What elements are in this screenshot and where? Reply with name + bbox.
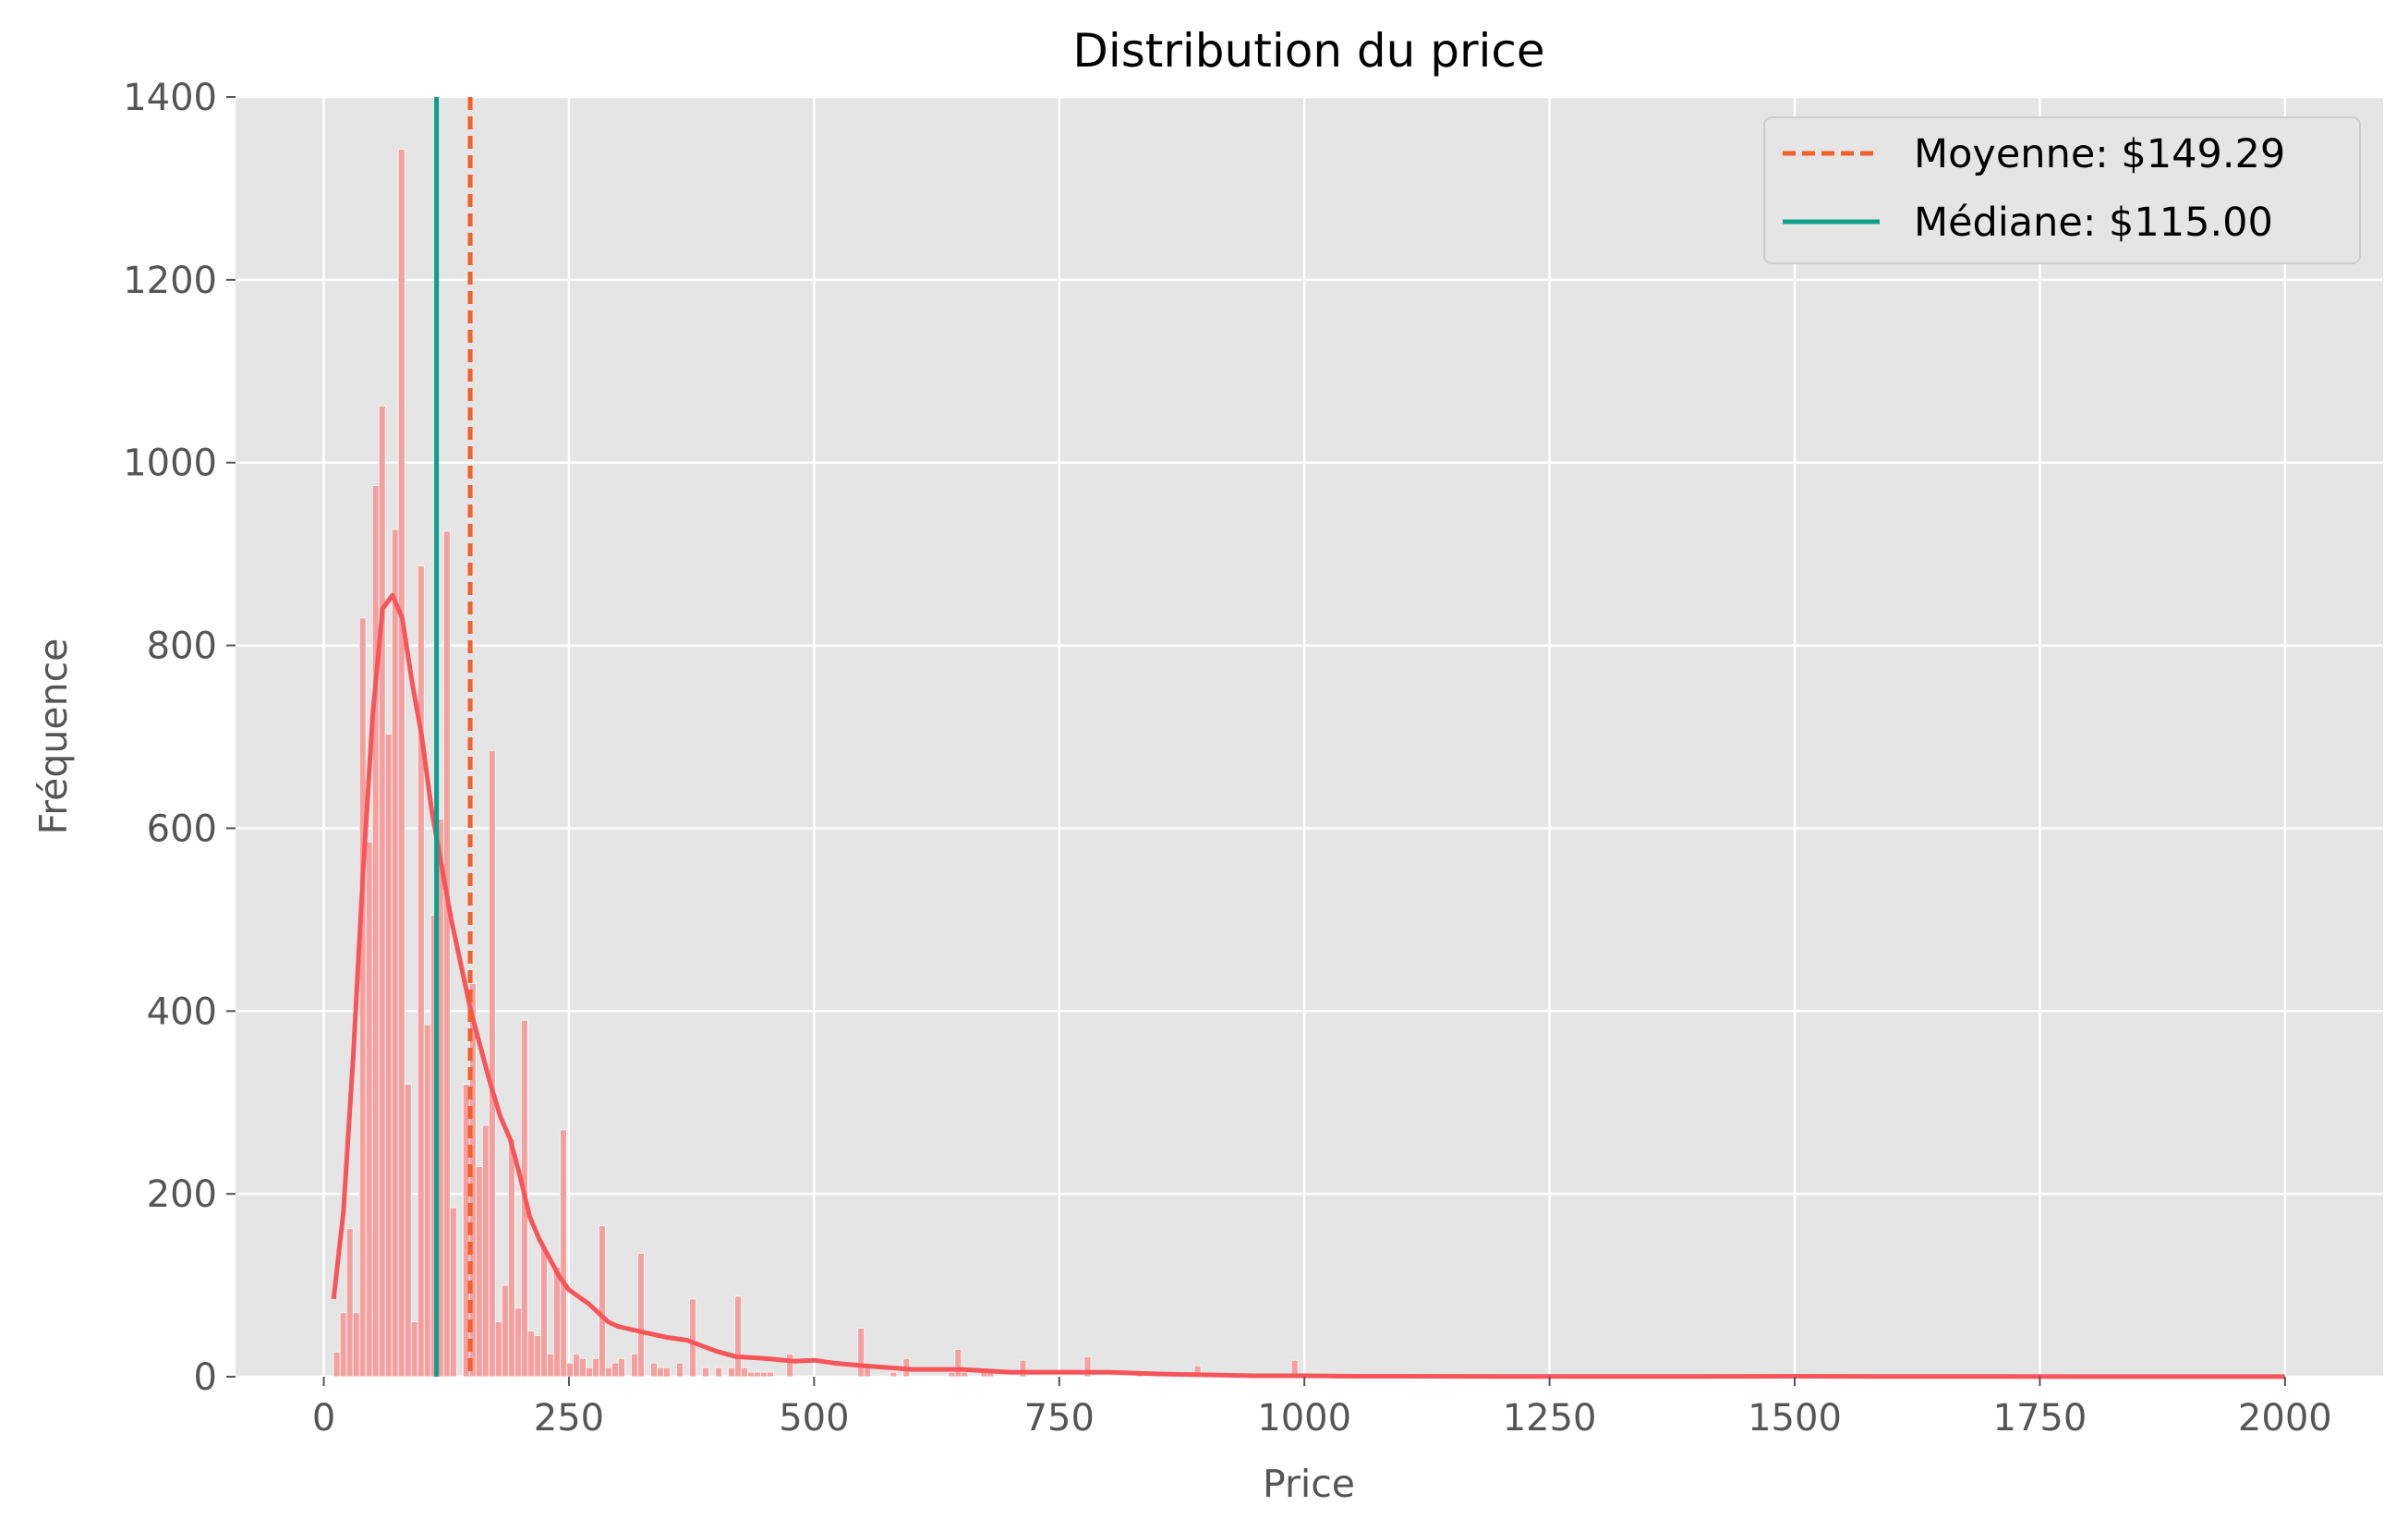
legend-box (1763, 116, 2361, 264)
histogram-bar (423, 1024, 431, 1378)
histogram-bar (345, 1228, 354, 1378)
y-tick-label: 1000 (123, 443, 217, 485)
histogram-bar (449, 1207, 457, 1378)
histogram-bar (494, 1321, 502, 1378)
x-tick-label: 0 (312, 1397, 335, 1440)
histogram-bar (560, 1129, 567, 1378)
histogram-bar (857, 1328, 865, 1378)
histogram-bar (442, 530, 451, 1378)
x-tick-label: 500 (779, 1397, 849, 1440)
histogram-bar (404, 1084, 412, 1378)
histogram-bar (507, 1138, 515, 1378)
x-tick-label: 1750 (1993, 1397, 2087, 1440)
histogram-bar (552, 1266, 561, 1378)
histogram-bar (605, 1367, 612, 1378)
histogram-bar (954, 1348, 962, 1378)
histogram-bar (786, 1353, 794, 1378)
histogram-bar (599, 1225, 606, 1378)
histogram-bar (475, 1166, 483, 1378)
histogram-bar (417, 565, 425, 1378)
histogram-bar (533, 1335, 541, 1378)
y-axis-label: Fréquence (31, 638, 76, 835)
histogram-bar (948, 1371, 956, 1378)
histogram-bar (889, 1371, 898, 1378)
histogram-bar (339, 1312, 347, 1378)
histogram-bar (676, 1362, 684, 1378)
histogram-bar (650, 1362, 658, 1378)
histogram-bar (715, 1367, 722, 1378)
x-tick-label: 1500 (1748, 1397, 1842, 1440)
histogram-bar (592, 1357, 599, 1378)
histogram-bar (734, 1295, 742, 1378)
histogram-bar (663, 1367, 671, 1378)
y-tick-label: 1200 (123, 260, 217, 302)
histogram-bar (384, 734, 393, 1378)
histogram-bar (481, 1124, 490, 1378)
legend-median-label: Médiane: $115.00 (1914, 200, 2273, 246)
histogram-bar (611, 1362, 619, 1378)
histogram-bar (864, 1367, 872, 1378)
histogram-bar (378, 405, 386, 1378)
histogram-bar (728, 1367, 735, 1378)
x-tick-label: 1000 (1257, 1397, 1351, 1440)
kde-curve (331, 592, 2285, 1379)
histogram-bar (747, 1371, 756, 1378)
y-axis-ticks: 0 200 400 600 800 1000 1200 1400 (123, 77, 236, 1399)
x-tick-label: 250 (534, 1397, 604, 1440)
chart-title: Distribution du price (1072, 24, 1544, 78)
histogram-bar (391, 529, 399, 1378)
histogram-bar (586, 1367, 593, 1378)
histogram-bar (618, 1357, 625, 1378)
histogram-bar (767, 1371, 775, 1378)
histogram-bar (514, 1307, 522, 1378)
histogram-bar (961, 1371, 969, 1378)
histogram-bar (539, 1245, 548, 1378)
histogram-bar (333, 1351, 341, 1378)
histogram-bar (352, 1312, 360, 1378)
histogram-bar (637, 1253, 645, 1378)
histogram-bar (410, 1321, 418, 1378)
x-axis-label: Price (1263, 1462, 1355, 1506)
x-tick-label: 750 (1024, 1397, 1095, 1440)
histogram-bar (501, 1284, 509, 1378)
legend: Moyenne: $149.29 Médiane: $115.00 (1763, 116, 2361, 264)
reference-lines (434, 97, 473, 1377)
histogram-bar (365, 841, 373, 1378)
histogram-bar (657, 1367, 664, 1378)
histogram-bar (631, 1353, 638, 1378)
histogram-bar (702, 1367, 709, 1378)
histogram-bar (573, 1353, 580, 1378)
y-tick-label: 600 (147, 808, 217, 850)
histogram-bar (488, 749, 496, 1378)
y-tick-label: 200 (147, 1173, 217, 1216)
histogram-bar (1083, 1355, 1092, 1378)
kde-curve-group (331, 592, 2285, 1379)
y-tick-label: 1400 (123, 77, 217, 119)
plot-background (236, 97, 2383, 1377)
y-tick-label: 800 (147, 626, 217, 668)
histogram-bar (371, 485, 380, 1378)
histogram-bar (754, 1371, 762, 1378)
histogram-bar (546, 1353, 554, 1378)
y-tick-label: 0 (194, 1356, 217, 1399)
histogram-bar (579, 1357, 587, 1378)
y-tick-label: 400 (147, 990, 217, 1033)
x-tick-label: 2000 (2238, 1397, 2332, 1440)
histogram-bar (526, 1331, 535, 1378)
grid-lines (236, 95, 2383, 1379)
histogram-bar (566, 1362, 574, 1378)
histogram-bar (397, 148, 405, 1378)
histogram-bar (358, 617, 367, 1378)
x-tick-label: 1250 (1503, 1397, 1597, 1440)
histogram-bar (468, 983, 477, 1378)
x-axis-ticks: 0 250 500 750 1000 1250 1500 1750 2000 (312, 1377, 2332, 1440)
histogram-bar (689, 1298, 696, 1378)
histogram-bar (741, 1367, 749, 1378)
histogram-bar (1019, 1359, 1027, 1378)
legend-mean-label: Moyenne: $149.29 (1914, 131, 2285, 177)
histogram-bar (760, 1371, 768, 1378)
